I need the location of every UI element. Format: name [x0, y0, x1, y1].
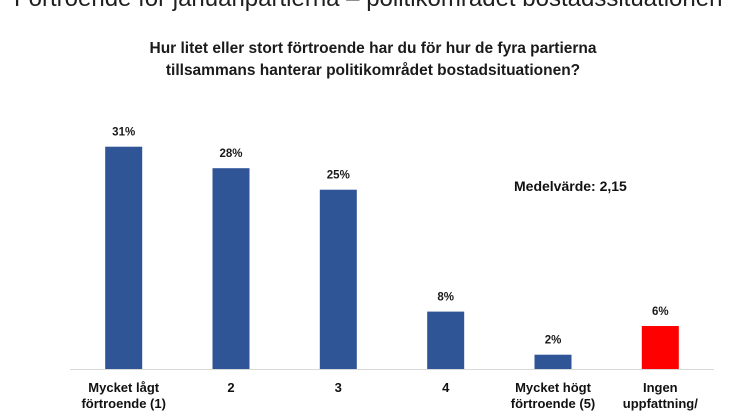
- category-label-6-line-1: Ingen: [643, 380, 678, 395]
- mean-value-annotation: Medelvärde: 2,15: [514, 178, 627, 194]
- category-label-5-line-2: förtroende (5): [511, 396, 596, 411]
- bar-3: [319, 189, 357, 369]
- data-label-4: 8%: [437, 292, 454, 304]
- data-label-6: 6%: [652, 306, 669, 318]
- category-label-3: 3: [335, 380, 342, 395]
- data-label-1: 31%: [112, 127, 135, 139]
- slide-title: Förtroende för januaripartierna – politi…: [14, 0, 722, 12]
- chart-title-line-2: tillsammans hanterar politikområdet bost…: [165, 62, 581, 79]
- chart-title-line-1: Hur litet eller stort förtroende har du …: [149, 40, 597, 57]
- bar-1: [105, 146, 143, 369]
- category-label-4: 4: [442, 380, 450, 395]
- bar-4: [427, 311, 465, 369]
- bar-6: [641, 326, 679, 369]
- category-label-1-line-2: förtroende (1): [81, 396, 166, 411]
- bar-2: [212, 168, 250, 369]
- category-label-6-line-2: uppfattning/: [623, 396, 698, 411]
- category-label-5-line-1: Mycket högt: [515, 380, 592, 395]
- bar-5: [534, 354, 572, 369]
- category-label-2: 2: [227, 380, 234, 395]
- data-label-5: 2%: [545, 335, 562, 347]
- data-label-2: 28%: [219, 148, 242, 160]
- data-label-3: 25%: [327, 170, 350, 182]
- category-label-1-line-1: Mycket lågt: [88, 380, 159, 395]
- chart-title: Hur litet eller stort förtroende har du …: [0, 38, 746, 82]
